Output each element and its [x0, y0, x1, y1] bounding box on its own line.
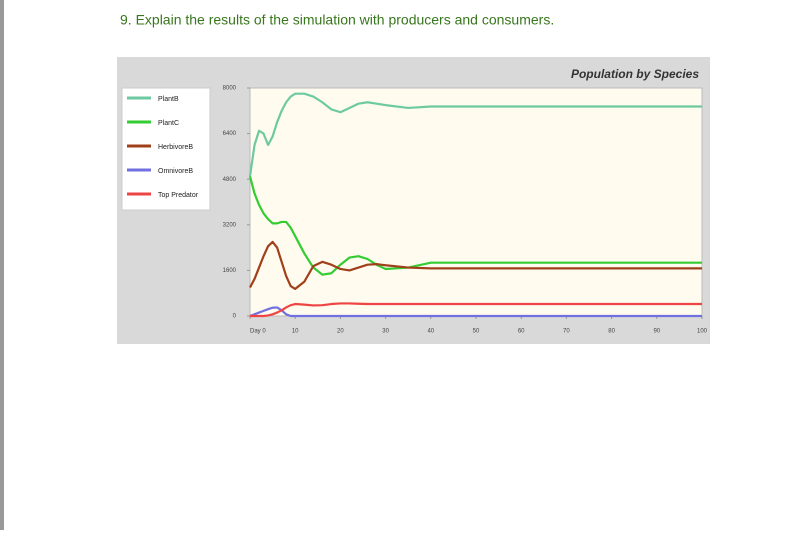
legend-label: PlantC	[158, 120, 179, 127]
x-tick-label: 50	[473, 329, 480, 335]
x-tick-label: 80	[608, 329, 615, 335]
x-tick-label: 20	[337, 329, 344, 335]
plot-area	[249, 87, 703, 317]
x-tick-label: 60	[518, 329, 525, 335]
series-line	[249, 240, 702, 291]
y-tick-label: 8000	[223, 86, 237, 92]
y-tick-label: 6400	[223, 131, 237, 137]
legend-label: HerbivoreB	[158, 144, 193, 151]
x-tick-label: Day 0	[250, 329, 266, 335]
series-line	[249, 306, 702, 318]
legend-box	[121, 87, 211, 211]
series-line	[248, 92, 702, 177]
x-tick-label: 30	[382, 329, 389, 335]
chart-title: Population by Species	[571, 67, 699, 81]
y-tick-label: 4800	[223, 177, 237, 183]
y-tick-label: 3200	[223, 222, 237, 228]
series-line	[248, 176, 702, 276]
series-line	[250, 302, 702, 318]
legend-label: Top Predator	[158, 192, 199, 199]
x-tick-label: 10	[292, 329, 299, 335]
x-tick-label: 90	[653, 329, 660, 335]
x-tick-label: 100	[697, 329, 708, 335]
y-tick-label: 1600	[223, 268, 237, 274]
legend-label: OmnivoreB	[158, 168, 193, 175]
question: 9. Explain the results of the simulation…	[120, 12, 554, 28]
legend-label: PlantB	[158, 96, 179, 103]
y-tick-label: 0	[233, 314, 237, 320]
x-tick-label: 70	[563, 329, 570, 335]
x-tick-label: 40	[427, 329, 434, 335]
page-edge	[0, 0, 4, 530]
